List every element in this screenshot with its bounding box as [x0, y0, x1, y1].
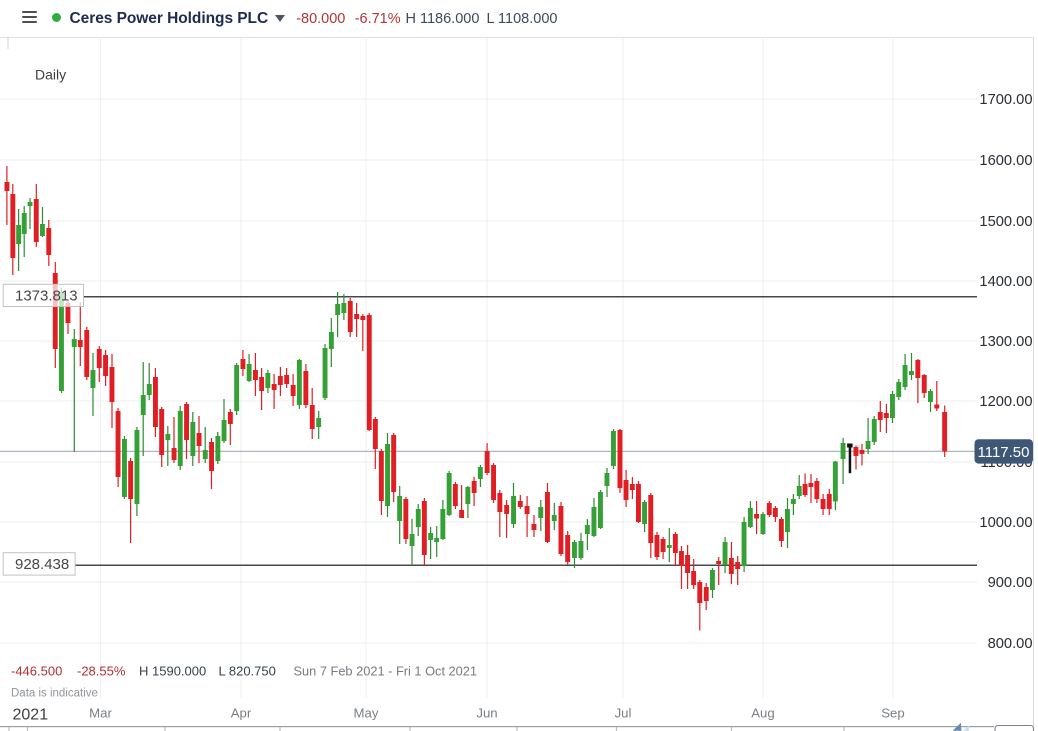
svg-text:Apr: Apr	[231, 706, 252, 721]
svg-text:928.438: 928.438	[15, 556, 69, 573]
svg-text:1200.00: 1200.00	[979, 394, 1032, 410]
svg-text:1400.00: 1400.00	[979, 274, 1032, 290]
svg-text:1600.00: 1600.00	[979, 153, 1032, 169]
svg-text:1700.00: 1700.00	[979, 92, 1032, 108]
svg-text:Jul: Jul	[615, 706, 632, 721]
svg-text:Mar: Mar	[89, 706, 112, 721]
svg-text:-446.500: -446.500	[11, 664, 62, 679]
svg-text:2021: 2021	[13, 707, 49, 724]
svg-text:Data is indicative: Data is indicative	[11, 688, 98, 700]
svg-text:May: May	[354, 706, 379, 721]
svg-text:-28.55%: -28.55%	[77, 664, 126, 679]
svg-text:Sep: Sep	[881, 706, 904, 721]
svg-text:800.00: 800.00	[988, 636, 1033, 652]
svg-text:H 1590.000: H 1590.000	[139, 664, 206, 679]
svg-text:900.00: 900.00	[988, 575, 1033, 591]
svg-text:L 820.750: L 820.750	[219, 664, 276, 679]
svg-text:1500.00: 1500.00	[979, 214, 1032, 230]
svg-text:1000.00: 1000.00	[979, 515, 1032, 531]
svg-text:Daily: Daily	[35, 67, 66, 83]
svg-text:Sun 7 Feb 2021 - Fri 1 Oct 202: Sun 7 Feb 2021 - Fri 1 Oct 2021	[294, 664, 478, 679]
svg-text:1117.50: 1117.50	[978, 444, 1030, 461]
svg-text:1300.00: 1300.00	[979, 334, 1032, 350]
svg-text:1373.813: 1373.813	[15, 288, 78, 305]
svg-text:Jun: Jun	[476, 706, 497, 721]
svg-text:Aug: Aug	[751, 706, 774, 721]
